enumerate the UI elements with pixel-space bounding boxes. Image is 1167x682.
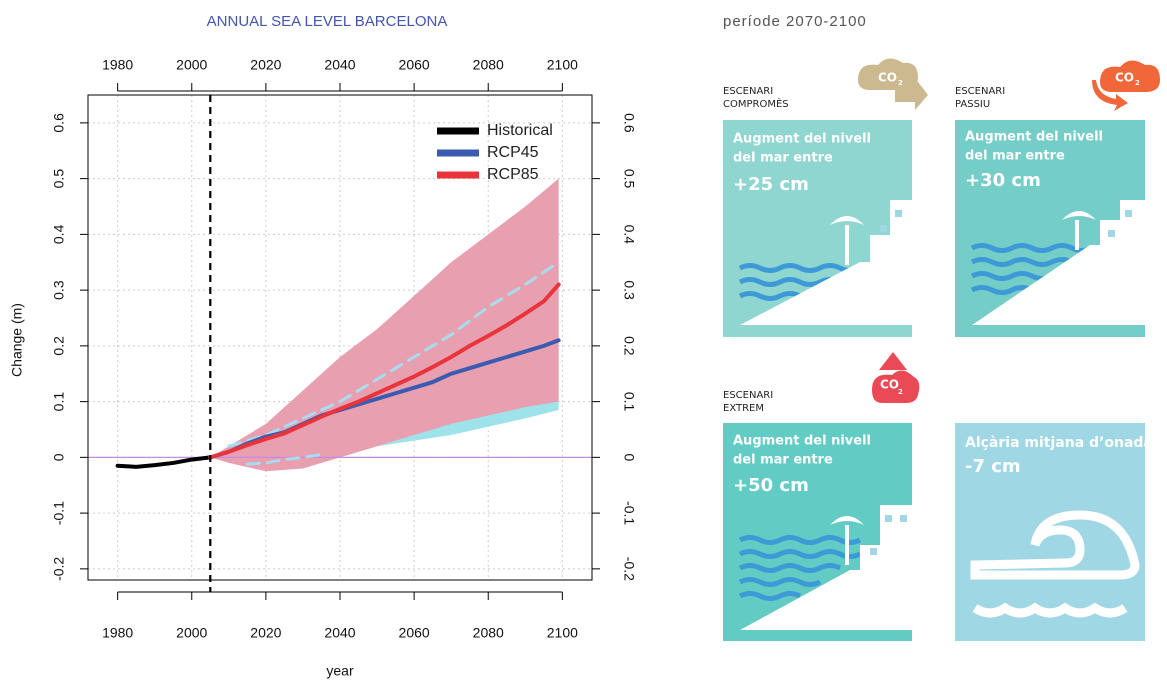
panel-value: -7 cm	[965, 456, 1021, 477]
series-line	[227, 260, 561, 448]
scenario-label: PASSIU	[955, 99, 990, 110]
series-line	[208, 282, 561, 460]
y-tick-label: -0.1	[51, 501, 67, 525]
panel-value: +25 cm	[733, 174, 809, 195]
scenario-label: COMPROMÈS	[723, 97, 789, 110]
scenario-label: ESCENARI	[723, 390, 773, 401]
y-tick-label: 0.2	[621, 336, 637, 356]
chart-title: ANNUAL SEA LEVEL BARCELONA	[207, 13, 448, 30]
series-line	[115, 455, 213, 469]
panel-value: +30 cm	[965, 170, 1041, 191]
y-tick-label: 0.6	[621, 113, 637, 133]
legend-label: Historical	[487, 122, 553, 139]
x-tick-label: 1980	[102, 625, 133, 641]
scenario-label: EXTREM	[723, 403, 764, 414]
scenario-label: ESCENARI	[955, 86, 1005, 97]
panel-text: Alçària mitjana d’onada	[965, 435, 1153, 451]
y-tick-label: 0.1	[621, 392, 637, 412]
x-tick-label: 2080	[473, 625, 504, 641]
x-tick-label: 2080	[473, 57, 504, 73]
co2-icon: CO 2 CO 2 CO 2	[858, 58, 1160, 403]
panel-text: del mar entre	[733, 151, 833, 166]
legend-label: RCP85	[487, 166, 539, 183]
y-tick-label: 0.5	[51, 169, 67, 189]
y-tick-label: 0.6	[51, 113, 67, 133]
x-tick-label: 2040	[324, 57, 355, 73]
x-tick-label: 2100	[547, 625, 578, 641]
y-tick-label: -0.2	[621, 557, 637, 581]
panel-text: del mar entre	[965, 149, 1065, 164]
plot-frame	[87, 94, 593, 581]
icon-label: 2	[1135, 79, 1140, 87]
x-tick-label: 2020	[250, 57, 281, 73]
y-tick-label: 0.3	[51, 280, 67, 300]
plot: 1980 1980 2000 2000 2020 2020 2040 2040 2060 2060…	[51, 57, 638, 641]
panel-text: Augment del nivell	[965, 130, 1103, 145]
panel-text: del mar entre	[733, 453, 833, 468]
y-tick-label: 0	[621, 453, 637, 461]
x-tick-label: 2040	[324, 625, 355, 641]
x-tick-label: 2020	[250, 625, 281, 641]
scenario-label: ESCENARI	[723, 86, 773, 97]
x-axis-label: year	[326, 663, 354, 679]
icon-label: CO	[1115, 71, 1134, 85]
icon-label: 2	[898, 388, 903, 396]
icon-label: CO	[880, 378, 899, 392]
panel-value: +50 cm	[733, 475, 809, 496]
y-tick-label: 0.4	[621, 225, 637, 245]
illustration	[738, 200, 1145, 630]
y-tick-label: 0.2	[51, 336, 67, 356]
panel-text: Augment del nivell	[733, 434, 871, 449]
x-tick-label: 2100	[547, 57, 578, 73]
y-tick-label: 0.3	[621, 280, 637, 300]
y-tick-label: 0.4	[51, 224, 67, 244]
panel-text: Augment del nivell	[733, 132, 871, 147]
icon-label: 2	[898, 79, 903, 87]
legend-label: RCP45	[487, 144, 539, 161]
series-line	[245, 453, 323, 466]
y-tick-label: 0.1	[51, 392, 67, 412]
y-tick-label: 0	[51, 453, 67, 461]
y-axis-label: Change (m)	[9, 303, 25, 377]
y-tick-label: 0.5	[621, 169, 637, 189]
x-tick-label: 2060	[399, 57, 430, 73]
period: període 2070-2100	[723, 13, 867, 30]
x-tick-label: 2060	[399, 625, 430, 641]
x-tick-label: 2000	[176, 625, 207, 641]
y-tick-label: -0.1	[621, 501, 637, 525]
x-tick-label: 1980	[102, 57, 133, 73]
band	[210, 178, 559, 472]
y-tick-label: -0.2	[51, 557, 67, 581]
x-tick-label: 2000	[176, 57, 207, 73]
icon-label: CO	[878, 71, 897, 85]
